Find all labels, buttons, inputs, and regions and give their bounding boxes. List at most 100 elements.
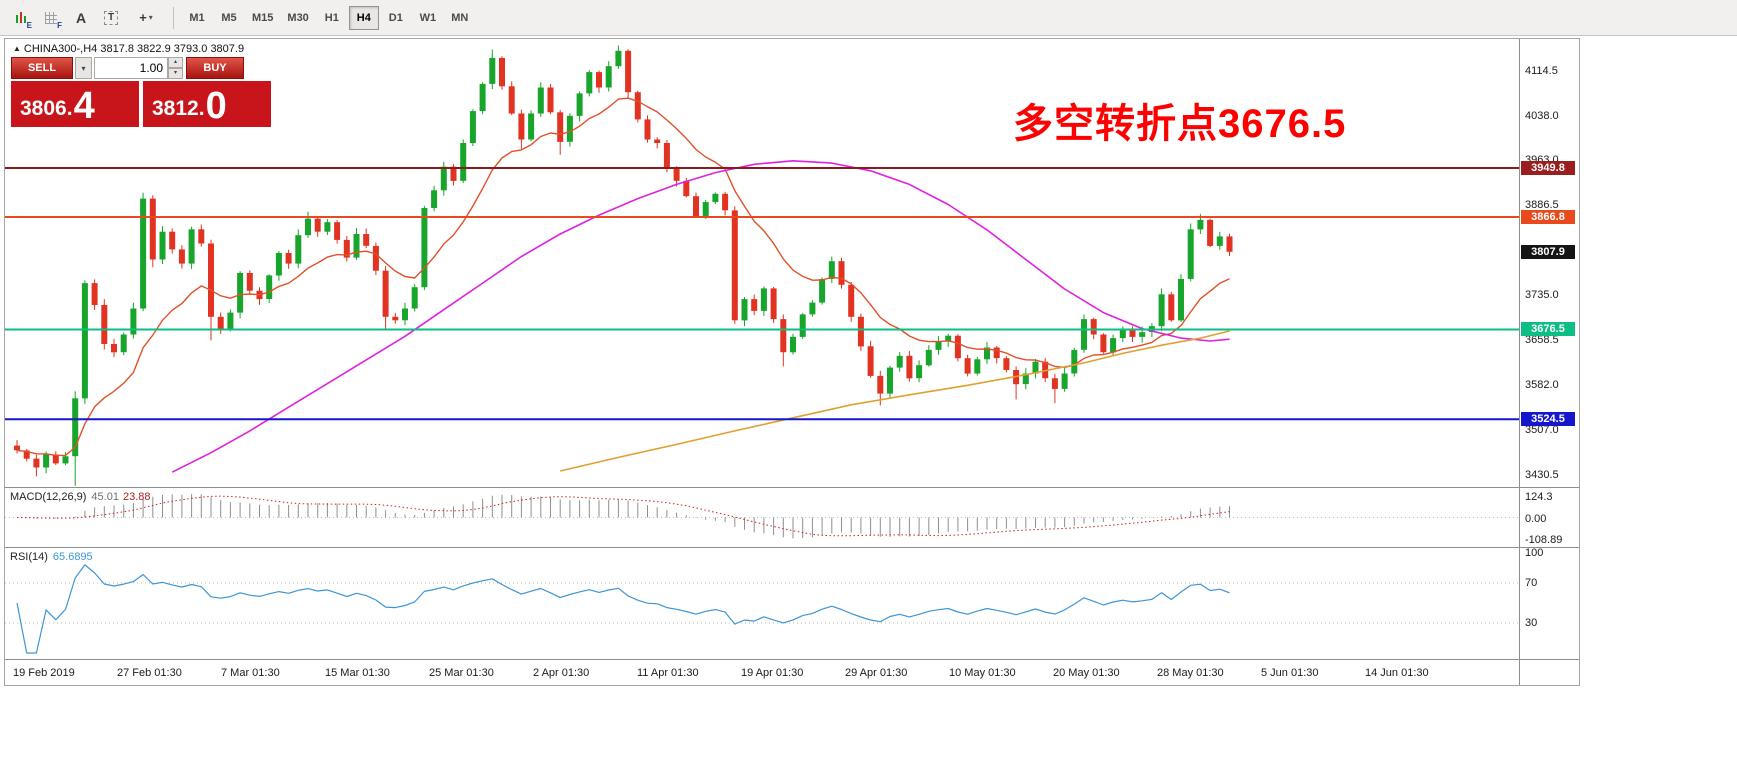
timeframe-button-M1[interactable]: M1 [189,11,205,24]
timeframe-button-M15[interactable]: M15 [252,11,274,24]
time-axis-label: 19 Apr 01:30 [741,667,804,679]
sell-price-big-digit: 4 [73,85,95,127]
price-axis-label: 3582.0 [1525,379,1559,391]
price-axis[interactable]: 4114.5 4038.0 3963.0 3886.5 3735.0 3658.5 3582… [1519,39,1579,685]
time-axis-label: 11 Apr 01:30 [637,667,699,679]
time-axis-label: 20 May 01:30 [1053,667,1120,679]
timeframe-button-D1[interactable]: D1 [388,11,403,24]
rsi-axis-label: 100 [1525,547,1544,559]
time-axis-label: 28 May 01:30 [1157,667,1224,679]
icon-sub-letter: F [57,20,62,30]
time-axis-label: 14 Jun 01:30 [1365,667,1429,679]
price-axis-label: 4038.0 [1525,110,1559,122]
text-label-icon: A [75,9,87,26]
fast-ma-line[interactable] [16,97,1230,457]
price-axis-label: 3886.5 [1525,199,1559,211]
trade-panel-row: SELL ▾ ▴ ▾ BUY [11,57,277,79]
sell-button[interactable]: SELL [11,57,73,79]
volume-input[interactable] [94,57,168,79]
rsi-axis-label: 70 [1525,577,1538,589]
timeframe-button-W1[interactable]: W1 [419,11,437,24]
time-axis[interactable]: 19 Feb 2019 27 Feb 01:30 7 Mar 01:30 15 Mar… [5,661,1519,685]
price-tag-3807.9: 3807.9 [1521,245,1575,259]
trade-panel-prices: 3806. 4 3812. 0 [11,81,277,127]
macd-signal-line [16,495,1230,537]
one-click-trading-panel: SELL ▾ ▴ ▾ BUY 3806.4 3812.0 [11,57,277,127]
top-toolbar: E F A T + ▾ M1 M5 M15 M30 H1 H4 D1 W1 MN [0,0,1737,36]
price-tag-3949.8: 3949.8 [1521,161,1575,175]
price-axis-label: 3507.0 [1525,424,1559,436]
macd-signal-value: 23.88 [122,491,151,503]
grid-icon [45,11,57,24]
rsi-panel-canvas[interactable] [5,549,1519,659]
panel-separator[interactable] [5,659,1579,660]
slow-ma-line[interactable] [171,160,1230,473]
volume-increase-button[interactable]: ▴ [168,57,183,68]
buy-price-display[interactable]: 3812. 0 [143,81,271,127]
buy-button[interactable]: BUY [186,57,244,79]
time-axis-label: 25 Mar 01:30 [429,667,494,679]
symbol-ohlc-text: CHINA300-,H4 3817.8 3822.9 3793.0 3807.9 [23,43,245,55]
time-axis-label: 27 Feb 01:30 [117,667,182,679]
price-tag-3676.5: 3676.5 [1521,322,1575,336]
panel-separator[interactable] [5,487,1579,488]
rsi-value: 65.6895 [52,551,93,563]
time-axis-label: 19 Feb 2019 [13,667,75,679]
time-axis-label: 15 Mar 01:30 [325,667,390,679]
rsi-indicator-label: RSI(14) 65.6895 [10,551,93,563]
price-axis-label: 4114.5 [1525,65,1558,77]
timeframe-button-H4[interactable]: H4 [348,5,379,30]
rsi-name: RSI(14) [10,551,48,563]
slowest-ma-line[interactable] [560,330,1230,472]
text-label-tool-button[interactable]: A [67,4,95,32]
toolbar-separator [173,6,174,29]
macd-axis-label: -108.89 [1525,534,1563,546]
time-axis-label: 10 May 01:30 [949,667,1016,679]
macd-axis-label: 0.00 [1525,513,1547,525]
chart-indicator-button[interactable]: E [7,4,35,32]
volume-spinner: ▴ ▾ [168,57,183,79]
macd-panel-canvas[interactable] [5,489,1519,546]
time-axis-label: 2 Apr 01:30 [533,667,590,679]
time-axis-label: 7 Mar 01:30 [221,667,280,679]
volume-dropdown-button[interactable]: ▾ [75,57,92,79]
cursor-tool-button[interactable]: + ▾ [127,4,165,32]
buy-price-main: 3812. [152,97,205,120]
chart-tools-group: E F A T + ▾ [6,4,166,32]
panel-separator[interactable] [5,547,1579,548]
text-box-icon: T [103,10,119,25]
chart-annotation[interactable]: 多空转折点3676.5 [1013,102,1347,146]
timeframe-button-M5[interactable]: M5 [221,11,237,24]
candlestick-icon [15,10,27,25]
text-box-tool-button[interactable]: T [97,4,125,32]
macd-axis-label: 124.3 [1525,491,1553,503]
time-axis-label: 29 Apr 01:30 [845,667,908,679]
chart-window: MACD(12,26,9) 45.01 23.88 RSI(14) 65.6895 4… [4,38,1580,686]
timeframe-button-group: M1 M5 M15 M30 H1 H4 D1 W1 MN [181,5,476,30]
price-tag-3866.8: 3866.8 [1521,210,1575,224]
buy-price-big-digit: 0 [205,85,227,127]
rsi-line [16,564,1230,654]
crosshair-icon: + [139,10,147,25]
price-tag-3524.5: 3524.5 [1521,412,1575,426]
icon-sub-letter: E [26,20,32,30]
timeframe-button-MN[interactable]: MN [451,11,469,24]
sell-price-main: 3806. [20,97,73,120]
macd-name: MACD(12,26,9) [10,491,87,503]
rsi-axis-label: 30 [1525,617,1538,629]
main-chart-canvas[interactable] [5,39,1519,487]
grid-button[interactable]: F [37,4,65,32]
chevron-down-icon: ▾ [148,13,153,22]
sell-price-display[interactable]: 3806. 4 [11,81,139,127]
macd-indicator-label: MACD(12,26,9) 45.01 23.88 [10,491,150,503]
price-axis-label: 3430.5 [1525,469,1559,481]
volume-decrease-button[interactable]: ▾ [168,68,183,79]
macd-main-value: 45.01 [91,491,119,503]
price-axis-label: 3735.0 [1525,289,1559,301]
timeframe-button-H1[interactable]: H1 [324,11,339,24]
symbol-marker-icon: ▲ [13,44,21,53]
symbol-header: ▲ CHINA300-,H4 3817.8 3822.9 3793.0 3807.… [13,43,244,55]
timeframe-button-M30[interactable]: M30 [287,11,309,24]
price-axis-label: 3658.5 [1525,334,1559,346]
